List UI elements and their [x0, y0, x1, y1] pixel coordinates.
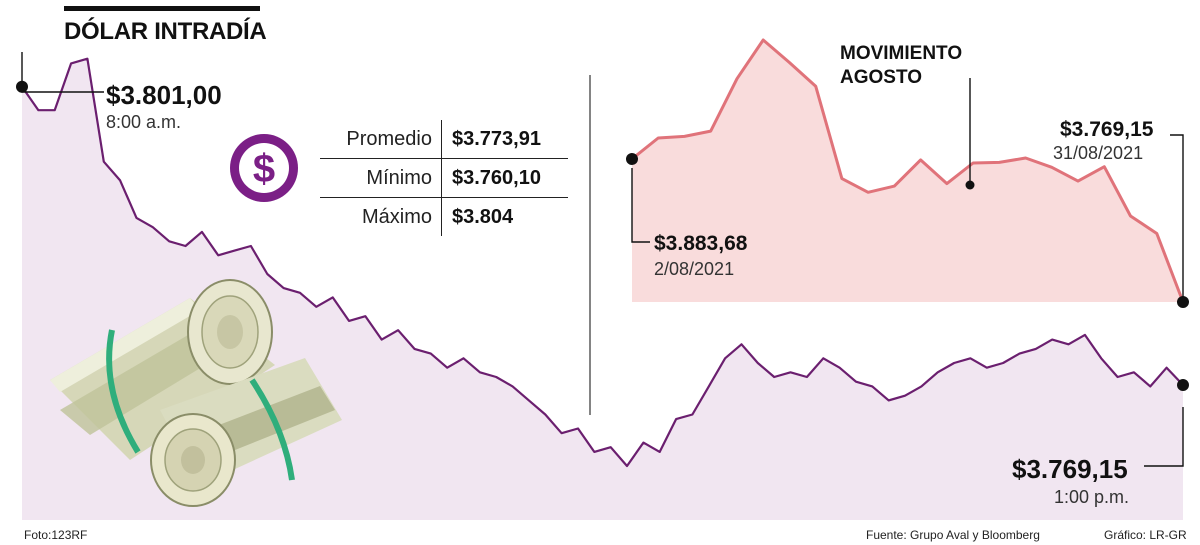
money-roll-back [50, 279, 275, 460]
intraday-close-dot [1177, 379, 1189, 391]
svg-text:$: $ [253, 147, 275, 191]
intraday-open-dot [16, 80, 28, 93]
stats-value: $3.804 [452, 205, 514, 228]
stats-label: Promedio [320, 120, 442, 159]
close-time: 1:00 p.m. [1054, 487, 1130, 507]
stats-label: Máximo [320, 197, 442, 236]
intraday-line [21, 57, 1184, 468]
stats-label: Mínimo [320, 158, 442, 198]
agosto-line [631, 38, 1185, 303]
agosto-end-value: $3.769,15 [1060, 118, 1154, 141]
stats-row: Promedio $3.773,91 [320, 120, 568, 159]
agosto-start-date: 2/08/2021 [654, 259, 735, 279]
footer-photo-credit: Foto:123RF [24, 528, 88, 542]
leader-agosto-start [631, 168, 650, 243]
agosto-title: MOVIMIENTO AGOSTO [840, 42, 962, 90]
agosto-end-dot [1177, 296, 1189, 308]
agosto-start-dot [626, 153, 638, 165]
agosto-area [632, 40, 1183, 302]
agosto-title-line2: AGOSTO [840, 67, 922, 88]
agosto-start-value: $3.883,68 [654, 232, 748, 255]
stats-row: Máximo $3.804 [320, 197, 568, 236]
leader-agosto-end [1170, 134, 1184, 302]
money-roll-front [150, 358, 342, 507]
footer-graphic-credit: Gráfico: LR-GR [1104, 528, 1187, 542]
dollar-coin-icon: $ [230, 134, 298, 202]
stats-value: $3.760,10 [441, 158, 568, 198]
close-value: $3.769,15 [1012, 454, 1128, 484]
money-rolls-image [50, 279, 342, 507]
open-time: 8:00 a.m. [106, 112, 182, 132]
title-bar [64, 6, 260, 11]
agosto-end-date: 31/08/2021 [1053, 143, 1144, 163]
stats-value: $3.773,91 [441, 120, 568, 159]
footer-source: Fuente: Grupo Aval y Bloomberg [866, 528, 1040, 542]
stats-table: Promedio $3.773,91 Mínimo $3.760,10 Máxi… [320, 120, 568, 236]
agosto-title-line1: MOVIMIENTO [840, 43, 963, 64]
agosto-mid-dot [965, 180, 975, 190]
leader-close [1144, 407, 1184, 467]
stats-row: Mínimo $3.760,10 [320, 158, 568, 198]
open-value: $3.801,00 [106, 80, 222, 110]
page-title: DÓLAR INTRADÍA [64, 18, 267, 45]
